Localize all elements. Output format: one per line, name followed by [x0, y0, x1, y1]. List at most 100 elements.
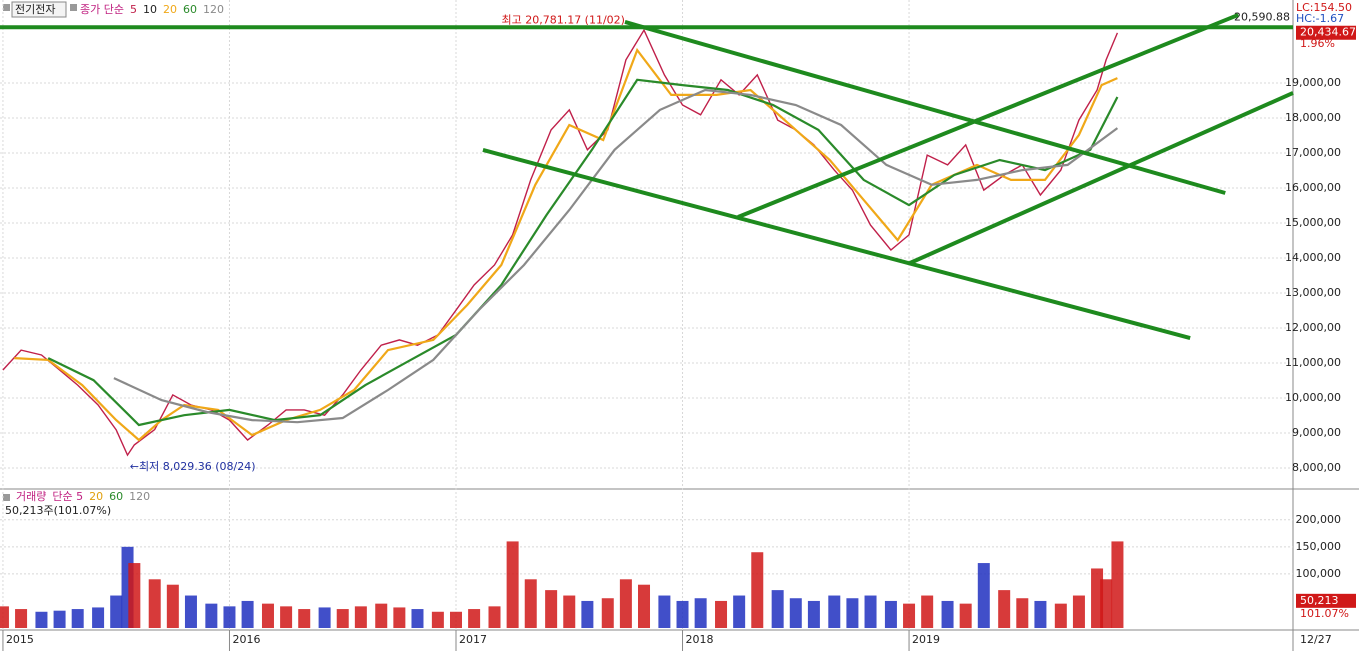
volume-bar: [449, 611, 462, 628]
volume-bar: [581, 600, 594, 628]
series-line: [113, 88, 1119, 424]
volume-bar: [35, 611, 48, 628]
volume-bar: [506, 541, 519, 628]
volume-bar: [789, 598, 802, 628]
y-tick-label: 17,000,00: [1285, 146, 1341, 159]
volume-bar: [92, 607, 105, 628]
volume-bar: [488, 606, 501, 628]
y-tick-label: 100,000: [1296, 567, 1342, 580]
y-tick-label: 11,000,00: [1285, 356, 1341, 369]
ticker: 전기전자: [15, 3, 55, 16]
volume-bar: [110, 595, 123, 628]
volume-bar: [977, 563, 990, 628]
y-tick-label: 18,000,00: [1285, 111, 1341, 124]
volume-bar: [184, 595, 197, 628]
volume-bar: [1016, 598, 1029, 628]
hc-label: HC:-1.67: [1296, 12, 1344, 25]
volume-bar: [1091, 568, 1104, 628]
volume-bar: [298, 609, 311, 628]
legend-entry: 5: [130, 3, 137, 16]
trend-line: [909, 91, 1294, 265]
legend-entry: 120: [129, 490, 150, 503]
volume-bar: [676, 600, 689, 628]
volume-bar: [205, 603, 218, 628]
legend-entry: 20: [163, 3, 177, 16]
y-tick-label: 150,000: [1296, 540, 1342, 553]
y-tick-label: 16,000,00: [1285, 181, 1341, 194]
volume-bar: [393, 607, 406, 628]
series-line: [47, 78, 1119, 427]
series-line: [2, 28, 1119, 457]
volume-bar: [903, 603, 916, 628]
volume-status: 50,213주(101.07%): [5, 504, 111, 517]
y-tick-label: 8,000,00: [1292, 461, 1341, 474]
volume-bar: [828, 595, 841, 628]
icon: [3, 4, 10, 11]
x-tick-label: 2016: [232, 633, 260, 646]
legend-entry: 10: [143, 3, 157, 16]
legend-entry: 단순 5: [52, 490, 83, 503]
volume-bar: [864, 595, 877, 628]
volume-bar: [1111, 541, 1124, 628]
last-price-box: [1296, 25, 1356, 40]
trend-label: 20,590.88: [1234, 10, 1290, 23]
volume-bar: [807, 600, 820, 628]
legend-entry: 종가 단순: [80, 3, 124, 16]
x-tick-label: 2017: [459, 633, 487, 646]
legend-entry: 60: [109, 490, 123, 503]
volume-bar: [619, 579, 632, 628]
volume-bar: [715, 600, 728, 628]
volume-bar: [71, 609, 84, 628]
annotation: ←최저 8,029.36 (08/24): [130, 460, 256, 473]
x-tick-label: 2018: [686, 633, 714, 646]
trend-line: [624, 20, 1226, 195]
volume-bar: [921, 595, 934, 628]
y-tick-label: 10,000,00: [1285, 391, 1341, 404]
volume-bar: [846, 598, 859, 628]
volume-bar: [148, 579, 161, 628]
volume-bar: [545, 590, 558, 628]
trend-line: [482, 148, 1191, 340]
volume-change: 101.07%: [1300, 607, 1349, 620]
volume-bar: [563, 595, 576, 628]
volume-bar: [1054, 603, 1067, 628]
volume-bar: [128, 563, 141, 628]
volume-bar: [1100, 579, 1113, 628]
icon: [3, 494, 10, 501]
y-tick-label: 9,000,00: [1292, 426, 1341, 439]
x-tick-label: 2015: [6, 633, 34, 646]
volume-bar: [0, 606, 9, 628]
volume-bar: [524, 579, 537, 628]
volume-bar: [998, 590, 1011, 628]
volume-bar: [638, 584, 651, 628]
volume-bar: [280, 606, 293, 628]
y-tick-label: 13,000,00: [1285, 286, 1341, 299]
volume-bar: [261, 603, 274, 628]
ticker-box[interactable]: [11, 1, 67, 18]
volume-bar: [336, 609, 349, 628]
end-date: 12/27: [1300, 633, 1332, 646]
volume-bar: [884, 600, 897, 628]
volume-bar: [601, 598, 614, 628]
y-tick-label: 200,000: [1296, 513, 1342, 526]
lc-label: LC:154.50: [1296, 1, 1352, 14]
volume-bar: [354, 606, 367, 628]
volume-bar: [431, 611, 444, 628]
volume-bar: [53, 610, 66, 628]
y-tick-label: 19,000,00: [1285, 76, 1341, 89]
volume-bar: [658, 595, 671, 628]
legend-entry: 120: [203, 3, 224, 16]
volume-bar: [751, 552, 764, 628]
volume-bar: [411, 609, 424, 628]
last-volume-label: 50,213: [1300, 594, 1339, 607]
icon: [70, 4, 77, 11]
volume-bar: [694, 598, 707, 628]
volume-bar: [318, 607, 331, 628]
legend-entry: 60: [183, 3, 197, 16]
volume-bar: [1072, 595, 1085, 628]
volume-bar: [733, 595, 746, 628]
trend-line: [737, 13, 1239, 219]
x-tick-label: 2019: [912, 633, 940, 646]
